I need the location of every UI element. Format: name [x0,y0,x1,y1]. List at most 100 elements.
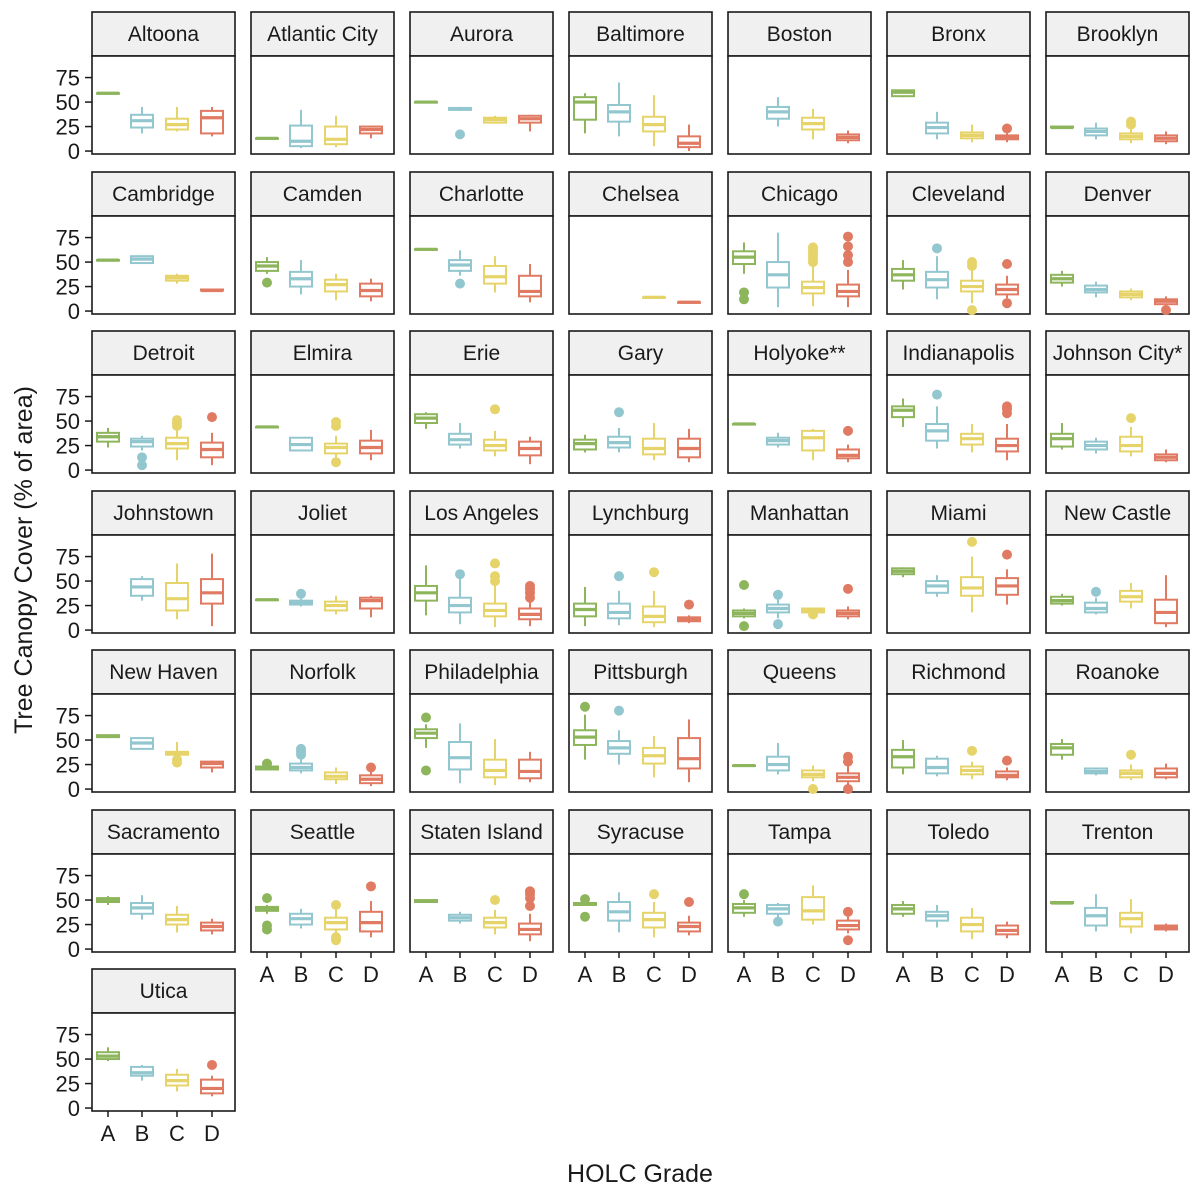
facet-plot-area [886,693,1031,793]
box-C [483,115,507,124]
box-D [1154,131,1178,145]
box-A [573,93,597,134]
box-B [1084,281,1108,298]
x-tick-label: C [805,962,821,987]
box-B [925,755,949,777]
facet-plot-area [409,55,554,155]
facet-panel: Tampa A B C D [727,809,872,987]
y-tick-label: 50 [56,1047,80,1072]
box-iqr [801,896,825,921]
facet-panel: Roanoke [1045,649,1190,793]
facet-title: Syracuse [597,821,685,844]
box-A [1050,739,1074,760]
box-D [1154,763,1178,780]
box-D [200,918,224,935]
facet-title: Los Angeles [424,502,538,525]
x-tick-label: A [101,1121,116,1146]
facet-strip [91,490,236,536]
facet-panel: Pittsburgh [568,649,713,793]
facet-strip [727,171,872,217]
box-C [801,242,825,307]
outlier-point [331,417,341,428]
box-D [677,599,701,624]
box-C [801,428,825,461]
box-C [483,895,507,935]
box-C [1119,116,1143,144]
outlier-point [843,250,853,261]
outlier-point [525,580,535,591]
box-A [891,567,915,578]
facet-title: Philadelphia [424,661,539,684]
facet-title: Altoona [128,23,200,46]
facet-strip [91,649,236,695]
outlier-point [843,231,853,242]
y-tick-label: 0 [68,777,80,802]
outlier-point [296,588,306,599]
box-iqr [801,429,825,452]
box-B [130,255,154,265]
y-tick-label: 75 [56,704,80,729]
facet-title: Aurora [450,23,513,46]
y-tick-label: 50 [56,409,80,434]
x-tick-label: D [363,962,379,987]
y-tick-label: 0 [68,618,80,643]
box-A [1050,593,1074,606]
outlier-point [649,567,659,578]
facet-title: Atlantic City [267,23,378,46]
box-B [1084,122,1108,140]
box-A [1050,901,1074,905]
facet-title: Cambridge [112,183,215,206]
box-D [200,106,224,137]
y-tick-label: 50 [56,728,80,753]
y-tick-label: 75 [56,226,80,251]
facet-panel: Atlantic City [250,11,395,155]
y-tick-label: 50 [56,90,80,115]
box-C [1119,288,1143,301]
box-B [607,571,631,626]
box-D [995,123,1019,143]
facet-strip [727,490,872,536]
box-D [677,428,701,463]
facet-plot-area [91,215,236,315]
box-iqr [324,125,348,146]
facet-panel: Bronx [886,11,1031,155]
box-iqr [448,741,472,771]
x-axis-title: HOLC Grade [567,1160,713,1188]
box-A [255,758,279,771]
outlier-point [366,762,376,773]
box-B [448,423,472,449]
box-C [801,765,825,795]
facet-strip [1045,171,1190,217]
outlier-point [739,579,749,590]
facet-title: Lynchburg [592,502,689,525]
box-C [483,558,507,628]
box-B [289,743,313,774]
box-B [607,407,631,453]
box-A [573,894,597,922]
outlier-point [1126,116,1136,127]
box-D [1154,449,1178,463]
box-D [677,300,701,304]
facet-panel: Staten Island A B C D [409,809,554,987]
outlier-point [843,935,853,946]
facet-strip [727,649,872,695]
outlier-point [1091,586,1101,597]
y-tick-label: 25 [56,434,80,459]
facet-title: Sacramento [107,821,220,844]
outlier-point [331,932,341,943]
x-tick-label: D [681,962,697,987]
box-B [130,895,154,920]
box-A [891,740,915,775]
box-D [359,125,383,139]
facet-strip [568,490,713,536]
facet-strip [250,171,395,217]
box-D [995,921,1019,939]
facet-title: Chelsea [602,183,679,206]
outlier-point [967,257,977,268]
facet-strip [91,330,236,376]
box-A [891,398,915,427]
y-tick-label: 0 [68,1096,80,1121]
